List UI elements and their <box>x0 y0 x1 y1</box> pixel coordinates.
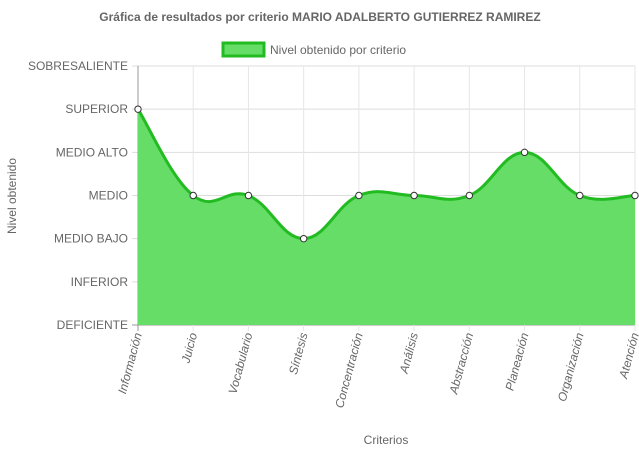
legend-label: Nivel obtenido por criterio <box>270 43 406 57</box>
x-tick-label: Análisis <box>397 331 421 376</box>
y-tick-label: INFERIOR <box>71 275 129 289</box>
x-tick-label: Atención <box>616 331 639 381</box>
legend-swatch <box>221 41 266 58</box>
x-axis-title: Criterios <box>364 433 409 447</box>
data-point[interactable] <box>189 191 197 200</box>
data-point[interactable] <box>520 148 529 157</box>
y-axis-ticks: DEFICIENTE INFERIOR MEDIO BAJO MEDIO MEDIO A… <box>28 59 128 332</box>
y-tick-label: DEFICIENTE <box>57 318 128 332</box>
series-fill <box>138 109 635 326</box>
x-tick-label: Vocabulario <box>226 331 256 396</box>
data-point[interactable] <box>465 191 474 200</box>
x-tick-label: Organización <box>555 331 587 403</box>
y-tick-label: MEDIO BAJO <box>54 232 128 246</box>
y-axis-title: Nivel obtenido <box>5 158 19 234</box>
data-point[interactable] <box>576 191 584 200</box>
series-line <box>136 108 636 241</box>
x-tick-label: Juicio <box>178 331 200 366</box>
legend[interactable]: Nivel obtenido por criterio <box>221 41 406 58</box>
series-points[interactable] <box>134 105 639 243</box>
x-axis-ticks: Información Juicio Vocabulario Síntesis Conc… <box>115 331 639 410</box>
data-point[interactable] <box>355 191 363 200</box>
series-area <box>136 108 636 326</box>
data-point[interactable] <box>299 234 308 243</box>
x-tick-label: Concentración <box>332 331 366 410</box>
x-tick-label: Síntesis <box>286 331 311 376</box>
data-point[interactable] <box>134 105 142 113</box>
x-tick-label: Planeación <box>503 331 532 392</box>
y-tick-label: SUPERIOR <box>65 102 128 116</box>
x-tick-label: Abstracción <box>446 331 476 396</box>
data-point[interactable] <box>244 191 253 200</box>
data-point[interactable] <box>631 191 639 200</box>
y-tick-label: SOBRESALIENTE <box>28 59 128 73</box>
y-tick-label: MEDIO ALTO <box>56 145 128 159</box>
y-tick-label: MEDIO <box>89 189 128 203</box>
data-point[interactable] <box>410 191 418 200</box>
chart-title: Gráfica de resultados por criterio MARIO… <box>99 10 540 24</box>
x-tick-label: Información <box>115 331 145 395</box>
